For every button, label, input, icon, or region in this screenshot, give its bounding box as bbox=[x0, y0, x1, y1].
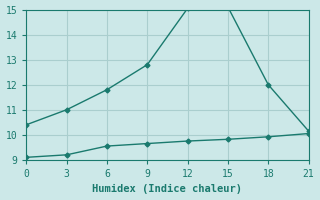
X-axis label: Humidex (Indice chaleur): Humidex (Indice chaleur) bbox=[92, 184, 243, 194]
